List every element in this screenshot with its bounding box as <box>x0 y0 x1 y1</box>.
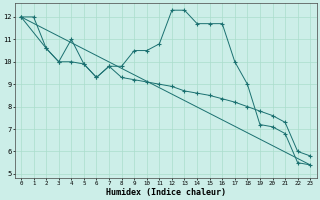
X-axis label: Humidex (Indice chaleur): Humidex (Indice chaleur) <box>106 188 226 197</box>
